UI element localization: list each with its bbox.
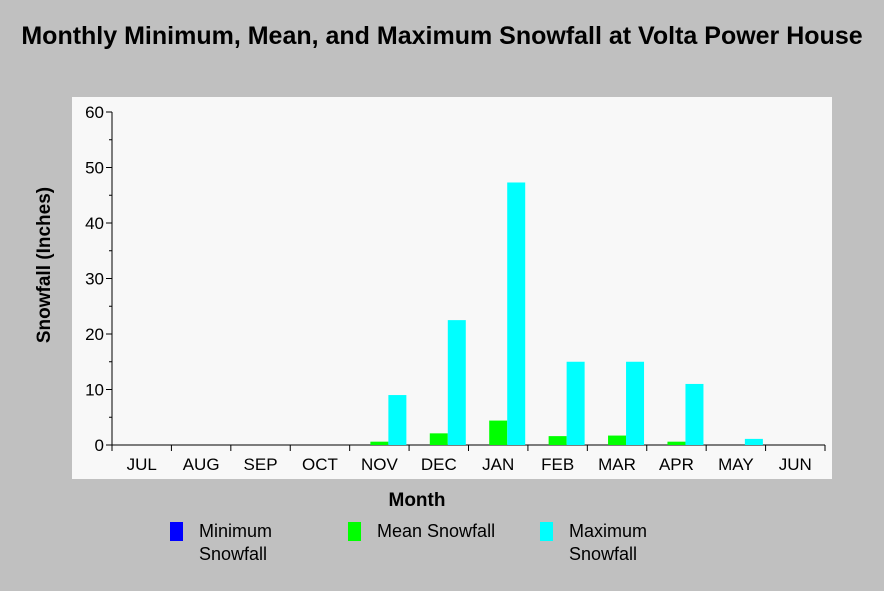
y-tick-label: 60 xyxy=(85,103,104,122)
legend-swatch-mean xyxy=(348,522,361,541)
y-tick-label: 30 xyxy=(85,270,104,289)
bar-mean-snowfall xyxy=(489,420,508,445)
x-tick-label: JAN xyxy=(482,455,514,474)
x-tick-label: FEB xyxy=(541,455,574,474)
bar-maximum-snowfall xyxy=(744,438,763,445)
bar-mean-snowfall xyxy=(429,433,448,445)
legend-label-mean: Mean Snowfall xyxy=(377,521,496,541)
x-tick-label: APR xyxy=(659,455,694,474)
y-tick-label: 40 xyxy=(85,214,104,233)
x-tick-label: NOV xyxy=(361,455,399,474)
bar-maximum-snowfall xyxy=(507,182,526,446)
x-tick-label: DEC xyxy=(421,455,457,474)
chart-title: Monthly Minimum, Mean, and Maximum Snowf… xyxy=(21,22,863,50)
bar-mean-snowfall xyxy=(370,441,389,445)
bar-mean-snowfall xyxy=(608,435,627,445)
legend-swatch-maximum xyxy=(540,522,553,541)
y-axis-label: Snowfall (Inches) xyxy=(34,187,55,343)
x-tick-label: JUN xyxy=(779,455,812,474)
y-tick-label: 0 xyxy=(95,436,104,455)
y-tick-label: 50 xyxy=(85,159,104,178)
bar-chart: 0 10 20 30 40 50 60 JUL AUG SEP OCT NOV DEC JAN FEB MA… xyxy=(34,97,832,511)
legend-item-maximum: Maximum Snowfall xyxy=(540,520,729,566)
x-tick-label: MAR xyxy=(598,455,636,474)
legend-item-minimum: Minimum Snowfall xyxy=(170,520,359,566)
x-tick-label: AUG xyxy=(183,455,220,474)
x-axis-label: Month xyxy=(389,490,446,511)
bar-maximum-snowfall xyxy=(626,361,645,445)
bar-mean-snowfall xyxy=(548,436,567,445)
bar-maximum-snowfall xyxy=(566,361,585,445)
bar-maximum-snowfall xyxy=(447,320,466,445)
y-tick-label: 20 xyxy=(85,325,104,344)
x-tick-label: OCT xyxy=(302,455,338,474)
legend-swatch-minimum xyxy=(170,522,183,541)
x-tick-label: SEP xyxy=(244,455,278,474)
legend-item-mean: Mean Snowfall xyxy=(348,520,537,543)
y-tick-label: 10 xyxy=(85,381,104,400)
bar-maximum-snowfall xyxy=(685,383,704,445)
x-tick-label: MAY xyxy=(718,455,754,474)
legend: Minimum Snowfall Mean Snowfall Maximum Sno… xyxy=(0,520,884,580)
legend-label-minimum: Minimum Snowfall xyxy=(199,521,273,564)
x-tick-label: JUL xyxy=(127,455,157,474)
bar-mean-snowfall xyxy=(667,441,686,445)
legend-label-maximum: Maximum Snowfall xyxy=(569,521,648,564)
bar-maximum-snowfall xyxy=(388,395,407,445)
